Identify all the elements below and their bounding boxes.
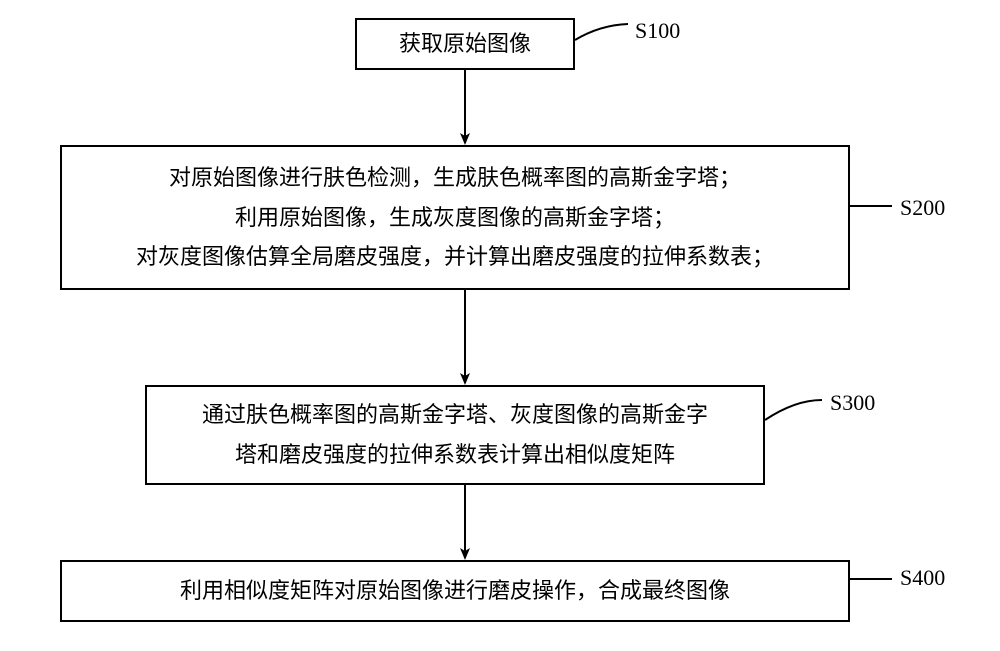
node-s100: 获取原始图像 [355,18,575,70]
label-s400: S400 [900,565,945,591]
node-s400-text: 利用相似度矩阵对原始图像进行磨皮操作，合成最终图像 [62,571,848,611]
flowchart-canvas: 获取原始图像 S100 对原始图像进行肤色检测，生成肤色概率图的高斯金字塔； 利… [0,0,1000,651]
node-s300: 通过肤色概率图的高斯金字塔、灰度图像的高斯金字 塔和磨皮强度的拉伸系数表计算出相… [145,385,765,485]
arrows-svg [0,0,1000,651]
leader-s200 [850,205,892,207]
node-s200-line2: 利用原始图像，生成灰度图像的高斯金字塔； [74,198,836,238]
label-s100: S100 [635,18,680,44]
label-s300: S300 [830,390,875,416]
node-s200: 对原始图像进行肤色检测，生成肤色概率图的高斯金字塔； 利用原始图像，生成灰度图像… [60,145,850,290]
node-s100-text: 获取原始图像 [357,24,573,64]
label-s200: S200 [900,195,945,221]
node-s300-line2: 塔和磨皮强度的拉伸系数表计算出相似度矩阵 [159,435,751,475]
node-s300-line1: 通过肤色概率图的高斯金字塔、灰度图像的高斯金字 [159,395,751,435]
leader-s400 [850,578,892,580]
node-s200-line3: 对灰度图像估算全局磨皮强度，并计算出磨皮强度的拉伸系数表； [74,237,836,277]
node-s400: 利用相似度矩阵对原始图像进行磨皮操作，合成最终图像 [60,560,850,622]
node-s200-line1: 对原始图像进行肤色检测，生成肤色概率图的高斯金字塔； [74,158,836,198]
